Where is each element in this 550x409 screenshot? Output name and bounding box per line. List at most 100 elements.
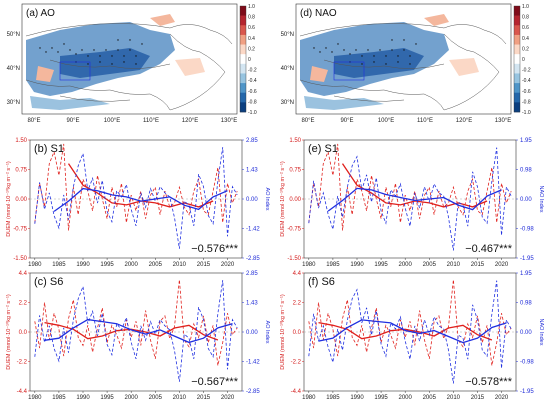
lon-tick-label: 110°E — [143, 118, 159, 124]
left-tick-label: 2.2 — [19, 301, 28, 307]
study-region-box — [59, 61, 91, 81]
x-tick-label: 2000 — [125, 395, 139, 401]
right-tick-label: 0.00 — [246, 197, 258, 203]
left-tick-label: 4.4 — [293, 271, 302, 277]
left-tick-label: 0.75 — [15, 168, 27, 174]
duem-series-line — [34, 279, 238, 366]
x-tick-label: 1990 — [76, 262, 90, 268]
chart-panel: 1.50 0.75 0.00 -0.75 -1.50 2.85 1.43 0.00 -1.42 -… — [5, 138, 270, 268]
right-tick-label: -1.95 — [520, 389, 534, 395]
colorbars: 1.0 0.8 0.6 0.4 0.2 0 -0.2 -0.4 -0.6 -0.8 -1.0 1.0 0… — [239, 4, 531, 116]
x-tick-label: 1980 — [302, 262, 316, 268]
correlation-label: −0.576*** — [191, 243, 239, 255]
left-tick-label: -0.75 — [287, 227, 301, 233]
significance-dots — [39, 39, 143, 65]
left-tick-label: -2.2 — [291, 360, 302, 366]
x-tick-label: 1990 — [76, 395, 90, 401]
colorbar-cell — [514, 63, 520, 74]
x-tick-label: 2010 — [447, 395, 461, 401]
right-tick-label: 1.95 — [520, 138, 532, 144]
colorbar-tick-label: -0.4 — [522, 78, 531, 84]
index-series-line — [318, 319, 507, 344]
anomaly-region — [60, 48, 150, 78]
colorbar-tick-label: -0.2 — [522, 68, 531, 74]
map-panel-a — [21, 3, 238, 115]
index-series-line — [44, 318, 233, 344]
colorbar-cell — [514, 6, 520, 16]
x-tick-label: 1995 — [100, 262, 114, 268]
colorbar-cell — [240, 15, 246, 26]
colorbar-cell — [240, 83, 246, 94]
x-tick-label: 1980 — [28, 395, 42, 401]
lat-tick-label: 50°N — [7, 32, 20, 38]
left-tick-label: 1.50 — [289, 138, 301, 144]
x-tick-label: 2005 — [423, 262, 437, 268]
left-tick-label: -4.4 — [17, 389, 28, 395]
right-tick-label: 2.85 — [246, 271, 258, 277]
right-tick-label: 0.98 — [520, 301, 532, 307]
x-tick-label: 2005 — [423, 395, 437, 401]
colorbar-cell — [514, 25, 520, 36]
right-axis-title: AO Index — [264, 321, 270, 344]
left-axis-title: DUEM (mmol·10⁻¹⁰kg m⁻² s⁻¹) — [279, 161, 286, 237]
index-series-line — [53, 187, 228, 212]
colorbar-cell — [514, 102, 520, 113]
index-series-line — [34, 280, 238, 382]
lon-tick-label: 110°E — [417, 118, 433, 124]
colorbar-tick-label: 0.2 — [248, 46, 255, 52]
colorbar-tick-label: -0.4 — [248, 78, 257, 84]
colorbar-cell — [240, 102, 246, 113]
colorbar-tick-label: 0.8 — [522, 15, 529, 21]
right-tick-label: 0.00 — [246, 330, 258, 336]
chart-panel: 4.4 2.2 0.0 -2.2 -4.4 1.95 0.98 0.00 -0.98 -1.95 1… — [279, 271, 544, 401]
x-tick-label: 2005 — [149, 262, 163, 268]
colorbar-tick-label: -0.8 — [522, 99, 531, 105]
lon-tick-label: 120°E — [182, 118, 198, 124]
left-axis-title: DUEM (mmol·10⁻¹⁰kg m⁻² s⁻¹) — [5, 294, 12, 370]
left-tick-label: -0.75 — [13, 227, 27, 233]
x-tick-label: 2020 — [495, 262, 509, 268]
chart-panel-label: (f) S6 — [308, 276, 335, 288]
map-panel-label: (d) NAO — [300, 8, 337, 19]
colorbar-cell — [240, 54, 246, 65]
lat-tick-label: 30°N — [7, 100, 20, 106]
anomaly-region — [334, 48, 424, 78]
right-tick-label: 0.00 — [520, 330, 532, 336]
colorbar-frame — [513, 5, 521, 113]
anomaly-region — [36, 66, 54, 82]
left-tick-label: 0.00 — [289, 197, 301, 203]
lat-tick-label: 40°N — [7, 66, 20, 72]
right-tick-label: 0.98 — [520, 168, 532, 174]
x-tick-label: 1985 — [52, 262, 66, 268]
x-tick-label: 2015 — [197, 395, 211, 401]
left-tick-label: 1.50 — [15, 138, 27, 144]
index-series-line — [308, 280, 512, 384]
lon-tick-label: 90°E — [66, 118, 79, 124]
x-tick-label: 2000 — [399, 262, 413, 268]
colorbar-tick-label: 0.6 — [522, 25, 529, 31]
x-tick-label: 2015 — [197, 262, 211, 268]
colorbar-tick-label: 0 — [522, 57, 525, 63]
anomaly-region — [424, 14, 449, 26]
left-tick-label: 0.0 — [293, 330, 302, 336]
map-panel-d — [295, 3, 512, 115]
left-tick-label: 0.0 — [19, 330, 28, 336]
x-tick-label: 1985 — [326, 262, 340, 268]
anomaly-region — [150, 14, 175, 26]
x-tick-label: 1995 — [100, 395, 114, 401]
left-tick-label: -1.50 — [287, 256, 301, 262]
colorbar-cell — [240, 25, 246, 36]
colorbar-cell — [240, 92, 246, 103]
colorbar-cell — [514, 83, 520, 94]
colorbar-tick-label: -0.2 — [248, 68, 257, 74]
x-tick-label: 2015 — [471, 395, 485, 401]
x-tick-label: 2000 — [125, 262, 139, 268]
right-tick-label: -0.98 — [520, 360, 534, 366]
x-tick-label: 1990 — [350, 395, 364, 401]
map-panel-label: (a) AO — [26, 8, 55, 19]
left-tick-label: 0.00 — [15, 197, 27, 203]
lon-tick-label: 120°E — [456, 118, 472, 124]
x-tick-label: 2020 — [495, 395, 509, 401]
left-axis-title: DUEM (mmol·10⁻¹⁰kg m⁻² s⁻¹) — [5, 161, 12, 237]
colorbar-cell — [514, 15, 520, 26]
